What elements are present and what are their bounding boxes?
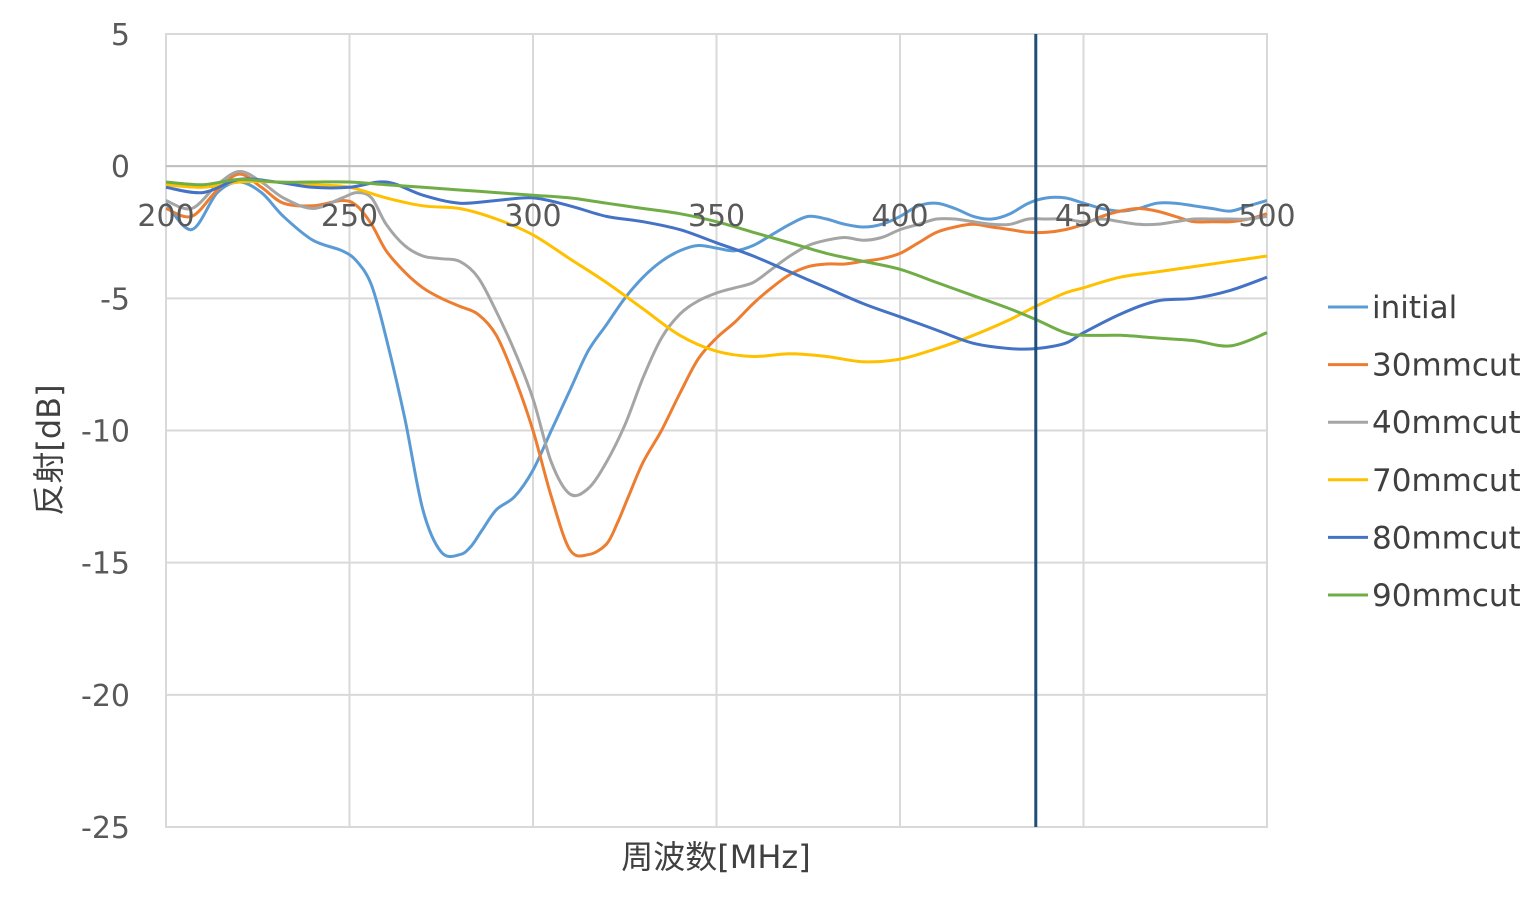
y-tick-label: -20 (81, 679, 130, 714)
y-axis-title: 反射[dB] (30, 384, 68, 515)
y-tick-label: -15 (81, 547, 130, 582)
series-layer (164, 170, 1268, 559)
legend-label: initial (1372, 290, 1457, 326)
x-tick-label: 300 (504, 199, 561, 234)
grid (165, 33, 1268, 828)
legend-label: 30mmcut (1372, 348, 1521, 384)
legend: initial 30mmcut 40mmcut 70mmcut 80mmcut 90mmc… (1328, 290, 1521, 614)
series-line-90mmcut (165, 177, 1268, 348)
x-tick-label: 200 (137, 199, 194, 234)
y-tick-label: -10 (81, 415, 130, 450)
series-line-initial (164, 180, 1268, 559)
y-tick-label: -25 (81, 811, 130, 846)
y-tick-labels: 5 0 -5 -10 -15 -20 -25 (81, 18, 130, 846)
y-tick-label: 0 (111, 150, 130, 185)
y-tick-label: -5 (100, 282, 130, 317)
x-tick-label: 450 (1055, 199, 1112, 234)
series-line-40mmcut (165, 170, 1268, 498)
x-tick-label: 350 (688, 199, 745, 234)
x-tick-label: 500 (1238, 199, 1295, 234)
legend-label: 70mmcut (1372, 463, 1521, 499)
x-tick-labels: 200 250 300 350 400 450 500 (137, 199, 1295, 234)
series-line-30mmcut (165, 172, 1268, 558)
x-axis-title: 周波数[MHz] (621, 838, 810, 876)
legend-label: 90mmcut (1372, 578, 1521, 614)
x-tick-label: 400 (871, 199, 928, 234)
legend-label: 40mmcut (1372, 405, 1521, 441)
x-tick-label: 250 (321, 199, 378, 234)
y-tick-label: 5 (111, 18, 130, 53)
legend-label: 80mmcut (1372, 520, 1521, 556)
